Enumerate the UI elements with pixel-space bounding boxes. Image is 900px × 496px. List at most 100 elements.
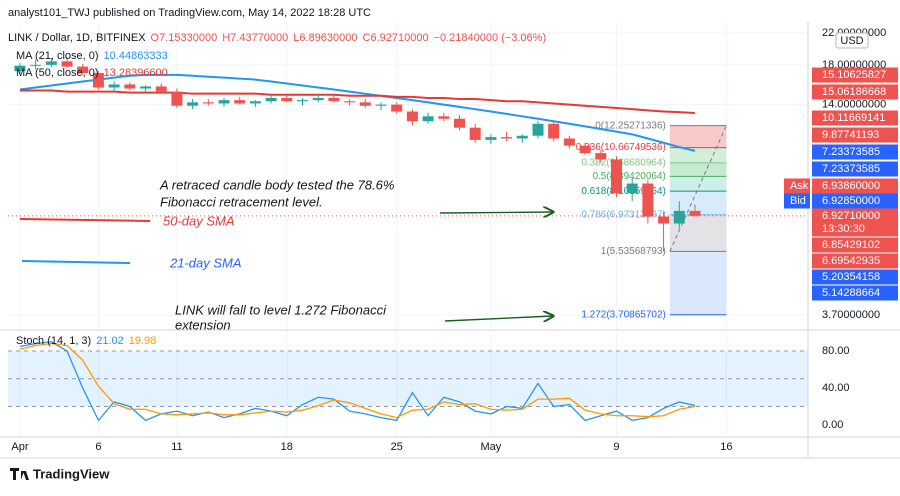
- candle-body: [297, 100, 308, 102]
- price-label: 7.23373585: [822, 146, 880, 158]
- fib-band: [669, 176, 727, 192]
- candle-body: [171, 91, 183, 106]
- candle-body: [453, 118, 465, 128]
- candle-body: [140, 86, 152, 89]
- annotation: 50-day SMA: [163, 213, 235, 228]
- candle-body: [14, 65, 26, 72]
- fib-label: 0.382(9.68680964): [581, 157, 666, 168]
- price-tag-box: [784, 178, 810, 194]
- fib-label: 1(5.53568793): [601, 246, 666, 257]
- footer-logo: TradingView: [10, 466, 110, 481]
- price-label: 7.23373585: [822, 163, 880, 175]
- price-label-box: [812, 237, 898, 253]
- candle-body: [344, 101, 356, 103]
- candle-body: [155, 86, 167, 92]
- ohlc-value: L6.89630000: [293, 32, 357, 44]
- price-label: 6.69542935: [822, 255, 880, 267]
- currency: USD: [840, 35, 863, 47]
- candle-body: [548, 123, 560, 139]
- candle-body: [532, 123, 544, 136]
- arrow: [439, 212, 553, 213]
- currency-box: [835, 32, 869, 49]
- candle-body: [61, 61, 73, 67]
- candle-body: [30, 64, 42, 66]
- price-label-box: [812, 269, 898, 285]
- logo-icon: [10, 468, 29, 480]
- stoch-tick-label: 80.00: [822, 345, 850, 357]
- price-label-box: [812, 161, 898, 177]
- fib-band: [669, 125, 727, 148]
- fib-band: [669, 147, 727, 163]
- candle-body: [218, 100, 230, 104]
- candle-body: [673, 210, 685, 224]
- stoch-pane: [8, 333, 808, 437]
- price-tag: Ask: [790, 180, 809, 192]
- price-label: 6.92850000: [822, 195, 880, 207]
- x-tick-label: May: [480, 441, 501, 453]
- ma-line: [19, 73, 696, 152]
- price-label-box: [812, 84, 898, 100]
- publish-title: analyst101_TWJ published on TradingView.…: [8, 7, 371, 19]
- annotation: LINK will fall to level 1.272 Fibonacci: [175, 302, 387, 317]
- fib-label: 0.618(8.10159164): [581, 186, 666, 197]
- candle-body: [45, 61, 57, 65]
- legend-symbol: LINK / Dollar, 1D, BITFINEX O7.15330000 H7…: [8, 32, 546, 44]
- sma21-sample: [21, 260, 131, 264]
- x-tick-label: 9: [613, 441, 619, 453]
- candle-body: [406, 111, 418, 122]
- stoch-legend: Stoch (14, 1, 3) 21.02 19.98: [16, 335, 156, 347]
- x-tick-label: 11: [171, 441, 182, 453]
- candle-body: [610, 159, 622, 194]
- candle-body: [626, 183, 638, 194]
- stoch-line: [19, 342, 696, 419]
- price-label-box: [812, 67, 898, 83]
- candle-body: [579, 145, 591, 154]
- footer-text: TradingView: [33, 466, 110, 481]
- x-tick-label: 18: [281, 441, 293, 453]
- candle-body: [501, 137, 513, 139]
- candle-body: [422, 116, 434, 122]
- price-label: 5.20354158: [822, 271, 880, 283]
- fib-band: [669, 191, 727, 215]
- candle-body: [328, 97, 340, 102]
- ma-line: [19, 89, 696, 114]
- candle-body: [391, 104, 403, 112]
- x-tick-label: 16: [720, 441, 732, 453]
- candle-body: [595, 153, 607, 160]
- price-label-box: [812, 208, 898, 237]
- annotation: 21-day SMA: [169, 255, 242, 270]
- x-tick-label: 6: [95, 441, 101, 453]
- symbol: LINK / Dollar, 1D, BITFINEX: [8, 32, 146, 44]
- y-tick-label: 3.70000000: [822, 309, 880, 321]
- price-label-box: [812, 193, 898, 209]
- fib-label: 0.786(6.97313197): [581, 209, 666, 220]
- candle-body: [689, 210, 701, 216]
- ohlc-value: C6.92710000: [363, 32, 429, 44]
- price-label-box: [812, 144, 898, 160]
- legend-entry: MA (50, close, 0) 13.28396600: [16, 67, 168, 79]
- candle-body: [485, 137, 497, 140]
- candle-body: [516, 135, 528, 139]
- x-tick-label: Apr: [11, 441, 28, 453]
- fib-trend: [669, 125, 727, 252]
- ohlc-value: H7.43770000: [222, 32, 288, 44]
- fib-band: [669, 162, 727, 177]
- candle-body: [563, 138, 575, 146]
- sma50-sample: [19, 218, 151, 222]
- candle-body: [469, 127, 481, 140]
- price-label-box: [812, 127, 898, 143]
- candle-body: [92, 72, 104, 88]
- price-label: 5.14288664: [822, 287, 880, 299]
- price-label: 6.92710000: [822, 210, 880, 222]
- price-label-box: [812, 110, 898, 126]
- candle-body: [234, 100, 246, 104]
- price-label: 10.11669141: [822, 112, 885, 124]
- arrow: [444, 316, 553, 321]
- price-tag: Bid: [790, 195, 806, 207]
- candle-body: [375, 104, 387, 106]
- price-pane: 0(12.25271336) 0.236(10.66749536) 0.382(9.…: [8, 22, 808, 330]
- y-tick-label: 14.00000000: [822, 99, 886, 111]
- price-label-box: [812, 178, 898, 194]
